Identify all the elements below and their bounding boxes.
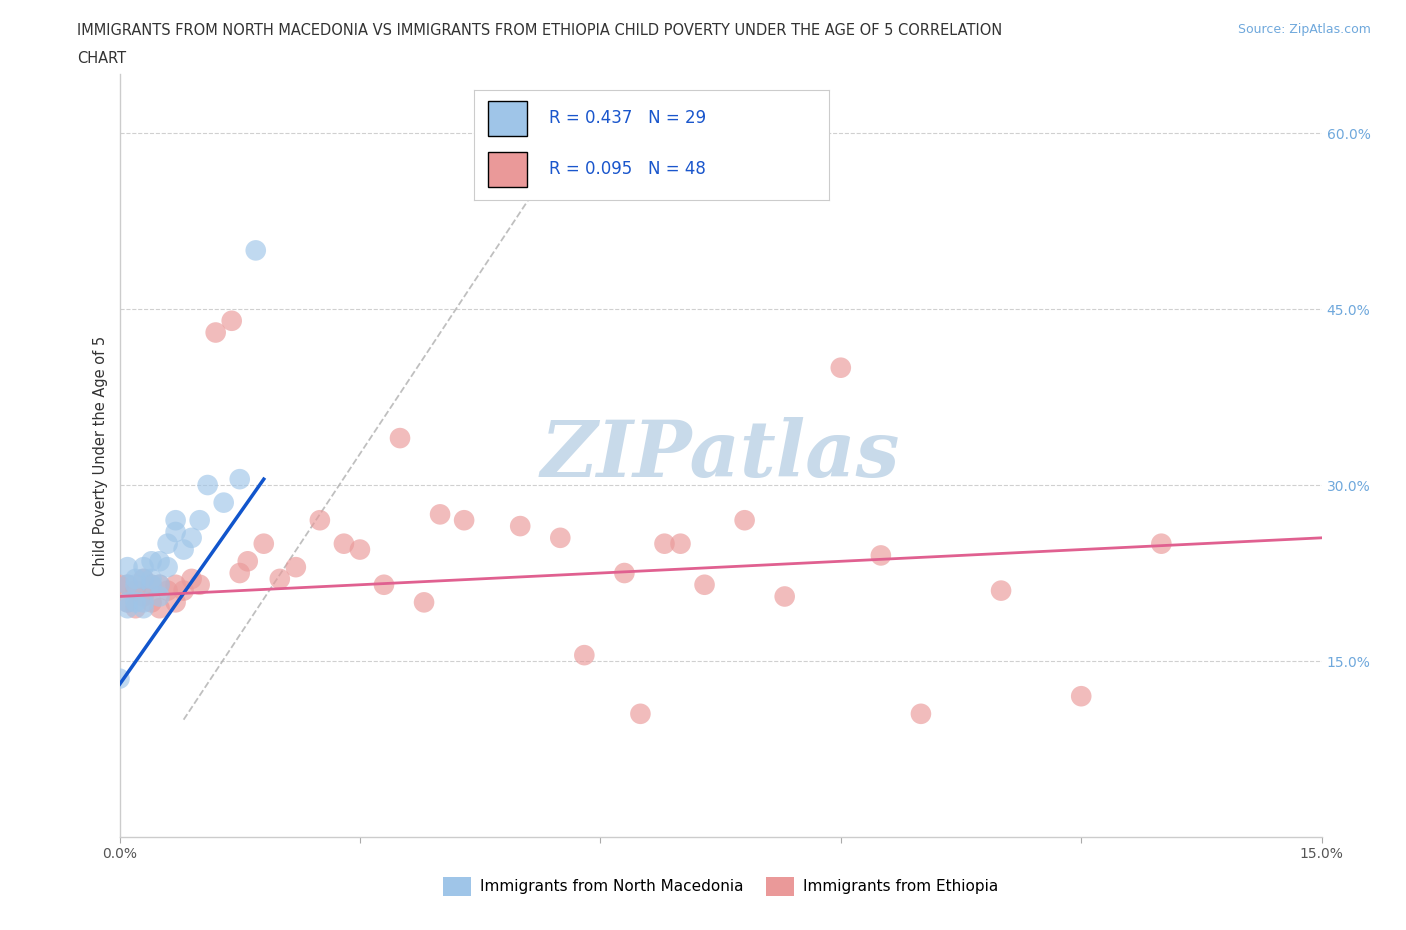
Point — [141, 578, 163, 592]
Point — [156, 560, 179, 575]
Point — [910, 707, 932, 722]
Point — [654, 537, 676, 551]
Point — [124, 571, 146, 586]
Point — [574, 647, 596, 662]
Point — [453, 512, 475, 527]
Point — [253, 537, 276, 551]
Point — [509, 519, 531, 534]
Point — [117, 595, 139, 610]
Point — [180, 530, 202, 545]
Point — [180, 571, 202, 586]
Point — [156, 537, 179, 551]
Text: IMMIGRANTS FROM NORTH MACEDONIA VS IMMIGRANTS FROM ETHIOPIA CHILD POVERTY UNDER : IMMIGRANTS FROM NORTH MACEDONIA VS IMMIG… — [77, 23, 1002, 38]
Point — [108, 578, 131, 592]
Point — [228, 565, 252, 580]
Point — [1070, 689, 1092, 704]
Point — [669, 537, 692, 551]
Point — [132, 571, 155, 586]
Point — [269, 571, 291, 586]
Point — [773, 589, 796, 604]
Point — [550, 530, 572, 545]
Point — [149, 589, 172, 604]
Point — [117, 595, 139, 610]
Point — [630, 707, 652, 722]
Point — [429, 507, 451, 522]
Point — [117, 578, 139, 592]
Point — [373, 578, 395, 592]
Text: Source: ZipAtlas.com: Source: ZipAtlas.com — [1237, 23, 1371, 36]
Point — [132, 589, 155, 604]
Point — [108, 671, 131, 686]
Point — [165, 525, 187, 539]
Point — [734, 512, 756, 527]
Point — [165, 512, 187, 527]
Point — [830, 360, 852, 375]
Point — [124, 583, 146, 598]
Point — [388, 431, 412, 445]
Point — [132, 601, 155, 616]
Point — [173, 583, 195, 598]
Point — [245, 243, 267, 258]
Point — [309, 512, 332, 527]
Point — [613, 565, 636, 580]
Point — [117, 601, 139, 616]
Text: ZIPatlas: ZIPatlas — [541, 418, 900, 494]
Point — [149, 554, 172, 569]
Point — [693, 578, 716, 592]
Point — [149, 578, 172, 592]
Point — [156, 583, 179, 598]
Point — [869, 548, 893, 563]
Point — [349, 542, 371, 557]
Point — [173, 542, 195, 557]
Point — [132, 560, 155, 575]
Point — [188, 512, 211, 527]
Point — [149, 578, 172, 592]
Point — [197, 478, 219, 493]
Point — [132, 595, 155, 610]
Point — [117, 578, 139, 592]
Point — [165, 578, 187, 592]
Text: CHART: CHART — [77, 51, 127, 66]
Point — [221, 313, 243, 328]
Point — [165, 595, 187, 610]
Point — [990, 583, 1012, 598]
Point — [124, 595, 146, 610]
Point — [236, 554, 259, 569]
Point — [117, 560, 139, 575]
Point — [141, 571, 163, 586]
Point — [141, 578, 163, 592]
Point — [132, 571, 155, 586]
Point — [124, 601, 146, 616]
Point — [204, 326, 226, 340]
Point — [1150, 537, 1173, 551]
Point — [188, 578, 211, 592]
Point — [413, 595, 436, 610]
Point — [212, 495, 235, 510]
Point — [284, 560, 307, 575]
Point — [333, 537, 356, 551]
Legend: Immigrants from North Macedonia, Immigrants from Ethiopia: Immigrants from North Macedonia, Immigra… — [437, 871, 1004, 902]
Point — [149, 601, 172, 616]
Point — [141, 554, 163, 569]
Y-axis label: Child Poverty Under the Age of 5: Child Poverty Under the Age of 5 — [93, 336, 108, 576]
Point — [228, 472, 252, 486]
Point — [124, 578, 146, 592]
Point — [141, 595, 163, 610]
